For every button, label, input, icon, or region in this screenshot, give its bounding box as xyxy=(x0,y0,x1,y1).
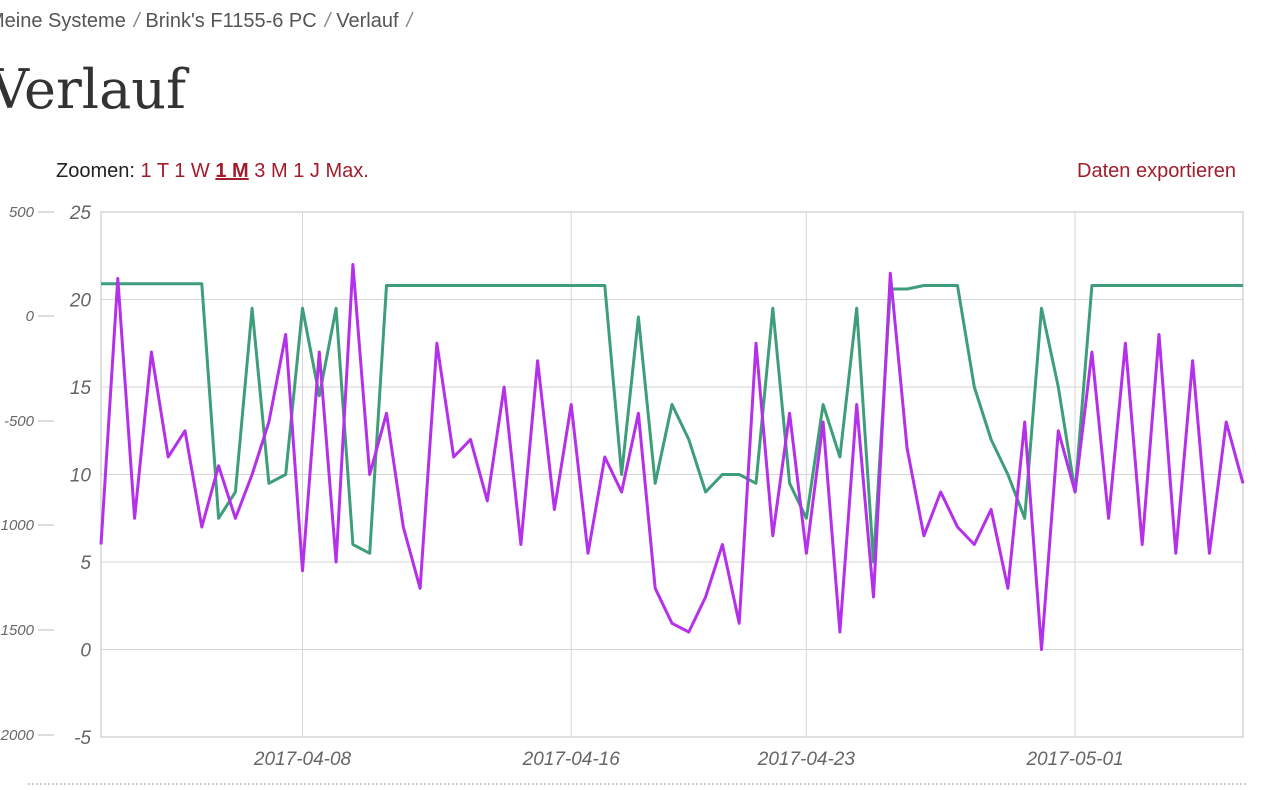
x-tick-label: 2017-05-01 xyxy=(1025,749,1123,770)
y-tick-label: 25 xyxy=(69,203,92,224)
page-title: Verlauf xyxy=(0,58,187,121)
zoom-option-3-months[interactable]: 3 M xyxy=(254,160,288,182)
breadcrumb-item-systems[interactable]: Meine Systeme xyxy=(0,10,126,32)
history-chart: -5 0 5 10 15 20 25 500 0 -500 1000 1500 2000 2017-04-… xyxy=(0,195,1280,785)
breadcrumb-separator: / xyxy=(406,10,413,32)
breadcrumb-separator: / xyxy=(133,10,140,32)
x-tick-label: 2017-04-08 xyxy=(253,749,352,770)
zoom-option-1-week[interactable]: 1 W xyxy=(174,160,210,182)
y-right-tick-label: -500 xyxy=(4,413,35,430)
export-data-link[interactable]: Daten exportieren xyxy=(1077,160,1236,182)
chart-divider xyxy=(28,783,1246,785)
series-line-1 xyxy=(101,282,1243,564)
x-tick-label: 2017-04-16 xyxy=(522,749,621,770)
zoom-label: Zoomen: xyxy=(56,160,135,182)
y-right-tick-label: 1500 xyxy=(1,622,35,639)
y-right-tick-label: 2000 xyxy=(0,727,35,744)
y-tick-label: 0 xyxy=(80,641,91,662)
x-tick-label: 2017-04-23 xyxy=(757,749,856,770)
chart-svg: -5 0 5 10 15 20 25 500 0 -500 1000 1500 2000 2017-04-… xyxy=(0,203,1245,770)
zoom-bar: Zoomen: 1 T 1 W 1 M 3 M 1 J Max. xyxy=(56,160,369,183)
y-tick-label: 10 xyxy=(70,466,92,487)
breadcrumb-item-history[interactable]: Verlauf xyxy=(336,10,399,32)
y-tick-label: 5 xyxy=(80,553,91,574)
y-right-tick-label: 500 xyxy=(9,204,35,221)
y-tick-label: 20 xyxy=(69,291,92,312)
breadcrumb-separator: / xyxy=(324,10,331,32)
zoom-option-1-year[interactable]: 1 J xyxy=(293,160,320,182)
y-tick-label: 15 xyxy=(70,378,92,399)
y-right-tick-label: 0 xyxy=(26,308,35,325)
zoom-option-1-month[interactable]: 1 M xyxy=(215,160,249,182)
y-tick-label: -5 xyxy=(74,728,91,749)
zoom-option-max[interactable]: Max. xyxy=(325,160,369,182)
series-line-2 xyxy=(99,263,1245,651)
breadcrumb-item-device[interactable]: Brink's F1155-6 PC xyxy=(145,10,317,32)
y-right-tick-label: 1000 xyxy=(1,517,35,534)
breadcrumb: Meine Systeme / Brink's F1155-6 PC / Verlauf… xyxy=(0,10,418,33)
zoom-option-1-day[interactable]: 1 T xyxy=(140,160,169,182)
